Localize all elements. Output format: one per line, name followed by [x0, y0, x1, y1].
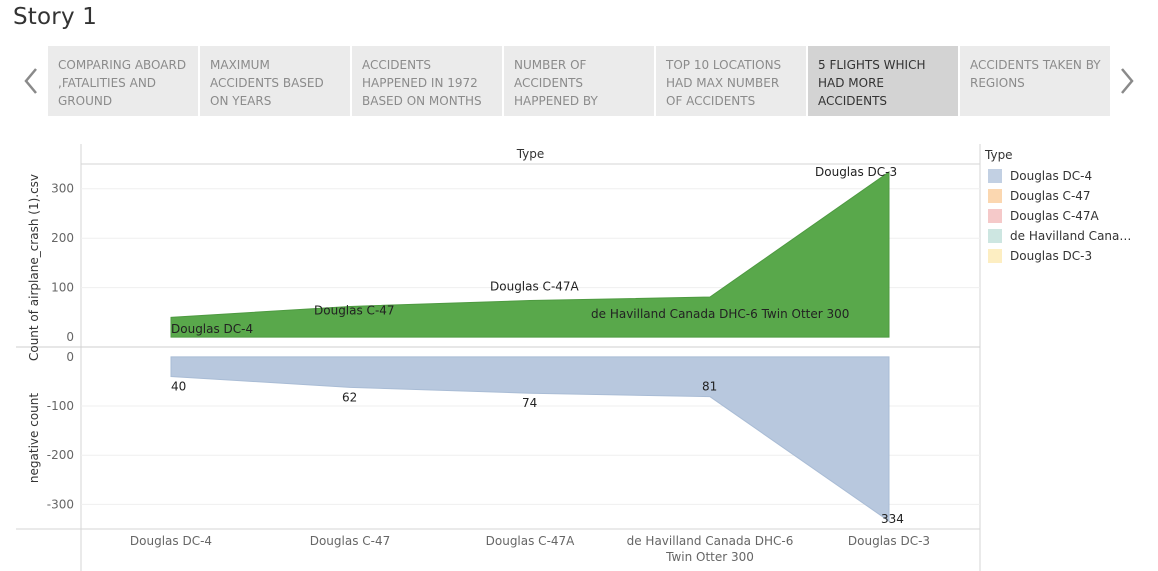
x-tick-label: Douglas DC-4: [130, 534, 212, 548]
story-navigator: COMPARING ABOARD ,FATALITIES AND GROUND …: [0, 46, 1158, 116]
legend-swatch: [988, 189, 1002, 203]
x-tick-label: de Havilland Canada DHC-6: [627, 534, 794, 548]
y-tick-label: -100: [47, 399, 74, 413]
legend-label: de Havilland Canada ..: [1010, 229, 1135, 243]
y-axis-title: Count of airplane_crash (1).csv: [27, 174, 41, 361]
legend-label: Douglas DC-3: [1010, 249, 1093, 263]
x-tick-label: Douglas C-47A: [486, 534, 576, 548]
data-label: Douglas DC-4: [171, 322, 253, 336]
data-label: 81: [702, 380, 717, 394]
legend-item[interactable]: Douglas DC-3: [985, 246, 1135, 266]
legend-label: Douglas C-47: [1010, 189, 1091, 203]
y-tick-label: 300: [51, 182, 74, 196]
y-tick-label: 0: [66, 350, 74, 364]
legend-swatch: [988, 169, 1002, 183]
story-point-number-of-accidents[interactable]: NUMBER OF ACCIDENTS HAPPENED BY: [504, 46, 654, 116]
data-label: Douglas C-47: [314, 303, 395, 317]
legend-swatch: [988, 209, 1002, 223]
data-label: de Havilland Canada DHC-6 Twin Otter 300: [591, 307, 849, 321]
x-tick-label: Douglas C-47: [310, 534, 391, 548]
data-label: Douglas C-47A: [490, 280, 580, 294]
story-point-comparing-aboard[interactable]: COMPARING ABOARD ,FATALITIES AND GROUND: [48, 46, 198, 116]
legend-item[interactable]: Douglas C-47: [985, 186, 1135, 206]
data-label: 40: [171, 380, 186, 394]
story-point-label: MAXIMUM ACCIDENTS BASED ON YEARS: [210, 58, 324, 108]
y-tick-label: 0: [66, 330, 74, 344]
data-label: 334: [881, 512, 904, 526]
data-label: 74: [522, 396, 537, 410]
chart-area: Type 0 100 200 300 0 -100 -200 -300 Count of airp…: [0, 140, 1158, 571]
legend-title: Type: [985, 148, 1013, 162]
story-point-label: ACCIDENTS HAPPENED IN 1972 BASED ON MONT…: [362, 58, 482, 108]
y-tick-label: -200: [47, 448, 74, 462]
y-tick-label: -300: [47, 497, 74, 511]
data-label: 62: [342, 390, 357, 404]
legend-item[interactable]: Douglas C-47A: [985, 206, 1135, 226]
story-point-accidents-by-regions[interactable]: ACCIDENTS TAKEN BY REGIONS: [960, 46, 1110, 116]
story-point-label: 5 FLIGHTS WHICH HAD MORE ACCIDENTS: [818, 58, 926, 108]
data-label: Douglas DC-3: [815, 165, 897, 179]
y-axis-title: negative count: [27, 393, 41, 483]
x-tick-label: Twin Otter 300: [665, 550, 754, 564]
legend-item[interactable]: Douglas DC-4: [985, 166, 1135, 186]
story-point-label: TOP 10 LOCATIONS HAD MAX NUMBER OF ACCID…: [666, 58, 782, 108]
story-point-5-flights[interactable]: 5 FLIGHTS WHICH HAD MORE ACCIDENTS: [808, 46, 958, 116]
story-point-label: NUMBER OF ACCIDENTS HAPPENED BY: [514, 58, 598, 108]
legend-swatch: [988, 229, 1002, 243]
previous-story-point-button[interactable]: [16, 46, 46, 116]
story-point-maximum-accidents-years[interactable]: MAXIMUM ACCIDENTS BASED ON YEARS: [200, 46, 350, 116]
chevron-left-icon: [24, 68, 37, 94]
y-tick-label: 100: [51, 281, 74, 295]
legend-item[interactable]: de Havilland Canada ..: [985, 226, 1135, 246]
area-series-negative: [170, 356, 890, 523]
legend-label: Douglas DC-4: [1010, 169, 1093, 183]
legend-swatch: [988, 249, 1002, 263]
x-tick-label: Douglas DC-3: [848, 534, 930, 548]
area-series-count: [170, 170, 890, 338]
chevron-right-icon: [1121, 68, 1134, 94]
column-header: Type: [516, 147, 545, 161]
next-story-point-button[interactable]: [1112, 46, 1142, 116]
story-point-label: ACCIDENTS TAKEN BY REGIONS: [970, 58, 1101, 90]
legend-label: Douglas C-47A: [1010, 209, 1099, 223]
legend: Type Douglas DC-4 Douglas C-47 Douglas C…: [985, 148, 1135, 266]
story-title: Story 1: [13, 4, 98, 30]
story-point-top-10-locations[interactable]: TOP 10 LOCATIONS HAD MAX NUMBER OF ACCID…: [656, 46, 806, 116]
y-tick-label: 200: [51, 231, 74, 245]
area-chart: Type 0 100 200 300 0 -100 -200 -300 Count of airp…: [16, 144, 981, 571]
story-point-accidents-1972[interactable]: ACCIDENTS HAPPENED IN 1972 BASED ON MONT…: [352, 46, 502, 116]
story-point-label: COMPARING ABOARD ,FATALITIES AND GROUND: [58, 58, 187, 108]
